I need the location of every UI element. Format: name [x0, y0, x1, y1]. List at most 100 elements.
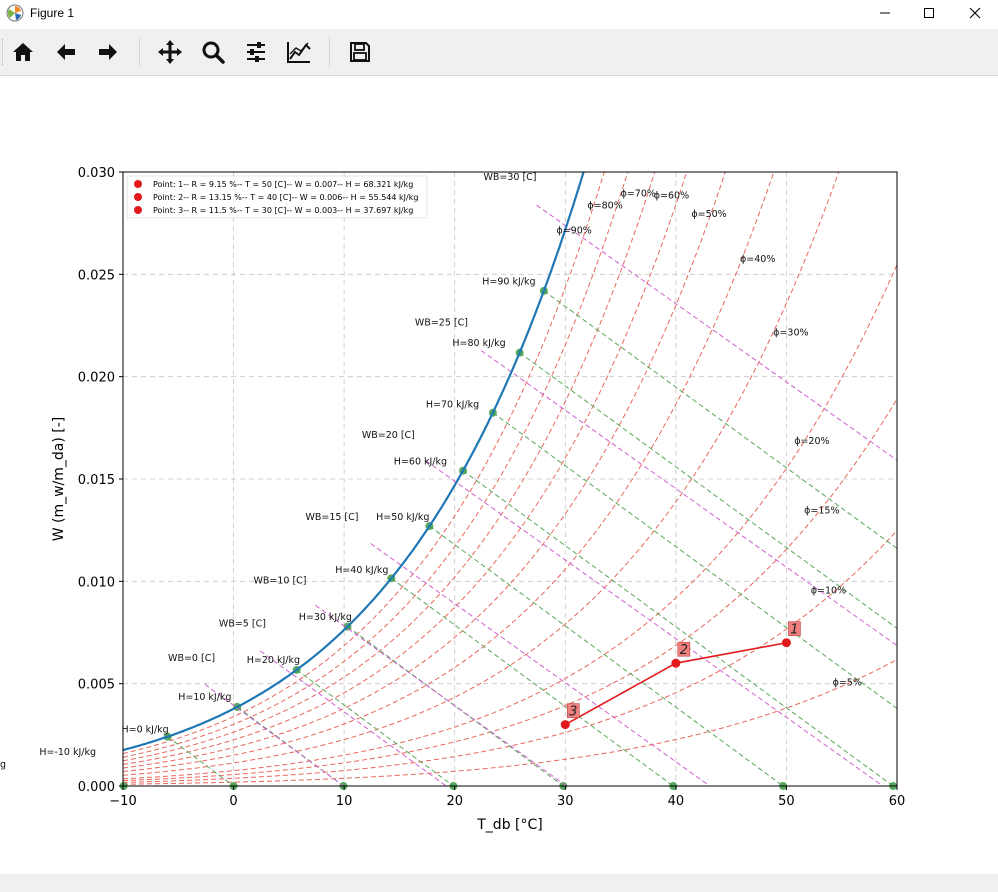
- toolbar-separator: [329, 37, 330, 67]
- status-bar: [0, 874, 998, 892]
- rh-label: ϕ=80%: [587, 201, 622, 212]
- enthalpy-label: H=-10 kJ/kg: [39, 747, 96, 758]
- wetbulb-label: WB=25 [C]: [415, 317, 468, 328]
- rh-label: ϕ=70%: [621, 188, 656, 199]
- window-title: Figure 1: [30, 6, 75, 20]
- wetbulb-label: WB=30 [C]: [483, 172, 536, 183]
- enthalpy-line: [519, 352, 897, 629]
- rh-label: ϕ=30%: [773, 328, 808, 339]
- process-point-label-box: [788, 621, 801, 637]
- rh-curve: [123, 172, 656, 762]
- rh-curve: [123, 172, 605, 755]
- enthalpy-line: [347, 626, 564, 786]
- process-point-marker: [560, 720, 570, 730]
- x-axis-label: T_db [°C]: [476, 817, 542, 833]
- legend-marker: [134, 193, 142, 201]
- process-point-label-box: [566, 703, 580, 718]
- wetbulb-label: WB=5 [C]: [219, 618, 266, 629]
- rh-curve: [123, 530, 897, 783]
- title-bar: Figure 1: [0, 0, 998, 26]
- enthalpy-line: [429, 525, 784, 786]
- rh-label: ϕ=90%: [556, 225, 591, 236]
- zoom-button[interactable]: [196, 35, 230, 69]
- floppy-disk-icon: [350, 42, 370, 62]
- minimize-icon: [880, 12, 890, 14]
- y-tick-label: 0.020: [78, 371, 115, 386]
- navigation-toolbar: [0, 29, 998, 76]
- home-button[interactable]: [6, 35, 40, 69]
- matplotlib-logo-icon: [6, 4, 24, 22]
- enthalpy-label: H=10 kJ/kg: [178, 692, 231, 703]
- y-tick-label: 0.000: [78, 780, 115, 795]
- enthalpy-label: H=0 kJ/kg: [122, 725, 169, 736]
- process-point-marker: [671, 658, 681, 668]
- y-tick-label: 0.025: [78, 268, 115, 283]
- enthalpy-label: H=40 kJ/kg: [335, 565, 388, 576]
- process-point-label-box: [677, 641, 691, 657]
- maximize-icon: [924, 8, 934, 18]
- process-point-label: 1: [790, 623, 798, 638]
- x-tick-label: −10: [109, 794, 136, 809]
- y-tick-label: 0.005: [78, 678, 115, 693]
- clipped-label: g: [0, 759, 6, 770]
- rh-curve: [123, 659, 897, 785]
- enthalpy-label: H=70 kJ/kg: [426, 399, 479, 410]
- enthalpy-label: H=20 kJ/kg: [247, 655, 300, 666]
- legend-marker: [134, 206, 142, 214]
- legend-entry: Point: 3-- R = 11.5 %-- T = 30 [C]-- W =…: [153, 206, 413, 215]
- close-icon: [969, 7, 981, 19]
- x-tick-label: 0: [229, 794, 237, 809]
- enthalpy-label: H=90 kJ/kg: [482, 276, 535, 287]
- y-axis-label: W (m_w/m_da) [-]: [51, 417, 67, 542]
- rh-curve: [123, 172, 840, 776]
- saturation-curve: [123, 172, 585, 752]
- process-point-label: 3: [569, 705, 577, 720]
- pan-button[interactable]: [153, 35, 187, 69]
- x-tick-label: 50: [778, 794, 795, 809]
- legend-box: [126, 175, 428, 219]
- x-tick-label: 20: [446, 794, 463, 809]
- rh-label: ϕ=50%: [691, 209, 726, 220]
- x-tick-label: 60: [889, 794, 906, 809]
- toolbar-separator: [139, 37, 140, 67]
- wetbulb-line: [259, 650, 447, 786]
- y-tick-label: 0.030: [78, 166, 115, 181]
- toolbar-grip[interactable]: [2, 39, 5, 65]
- wetbulb-line: [480, 350, 897, 647]
- rh-curve: [123, 172, 629, 758]
- wetbulb-line: [315, 604, 567, 786]
- close-button[interactable]: [952, 0, 998, 26]
- legend-entry: Point: 2-- R = 13.15 %-- T = 40 [C]-- W …: [153, 193, 418, 202]
- x-tick-label: 40: [668, 794, 685, 809]
- rh-curve: [123, 398, 897, 782]
- process-point-marker: [781, 638, 791, 648]
- home-icon: [13, 43, 33, 61]
- save-button[interactable]: [343, 35, 377, 69]
- forward-button[interactable]: [91, 35, 125, 69]
- legend-marker: [134, 180, 142, 188]
- subplots-button[interactable]: [239, 35, 273, 69]
- move-icon: [158, 40, 182, 64]
- rh-curve: [123, 264, 897, 780]
- rh-curve: [123, 172, 688, 765]
- enthalpy-line: [462, 470, 894, 786]
- rh-label: ϕ=40%: [740, 254, 775, 265]
- wetbulb-label: WB=15 [C]: [305, 512, 358, 523]
- psychrometric-chart[interactable]: 1 2 3 ϕ=5% ϕ=10% ϕ=15% ϕ=20% ϕ=30% ϕ=40% ϕ=50%ϕ=6…: [0, 76, 998, 874]
- rh-curve: [123, 172, 775, 773]
- magnifier-icon: [202, 41, 225, 64]
- enthalpy-line: [167, 736, 234, 786]
- y-tick-label: 0.015: [78, 473, 115, 488]
- rh-label: ϕ=20%: [794, 436, 829, 447]
- customize-button[interactable]: [282, 35, 316, 69]
- maximize-button[interactable]: [906, 0, 952, 26]
- arrow-left-icon: [57, 44, 75, 60]
- wetbulb-line: [204, 683, 344, 786]
- back-button[interactable]: [49, 35, 83, 69]
- enthalpy-line: [492, 412, 897, 710]
- sliders-icon: [247, 42, 265, 62]
- enthalpy-line: [391, 577, 674, 786]
- wetbulb-line: [370, 543, 710, 786]
- minimize-button[interactable]: [862, 0, 908, 26]
- enthalpy-label: H=60 kJ/kg: [394, 457, 447, 468]
